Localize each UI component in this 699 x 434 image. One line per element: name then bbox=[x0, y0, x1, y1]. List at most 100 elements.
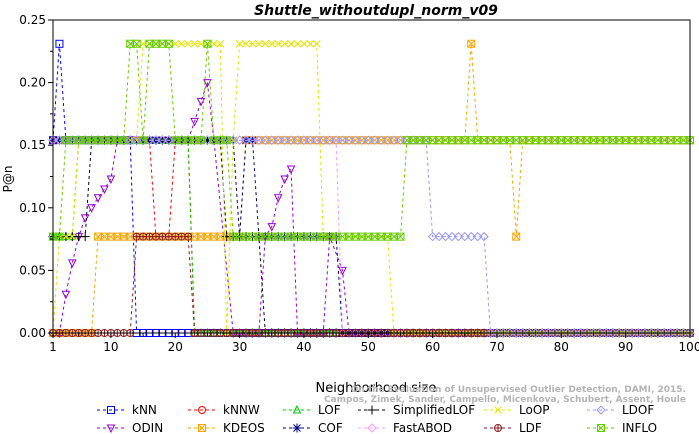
data-point-loop bbox=[287, 39, 295, 48]
data-point-ldof bbox=[498, 328, 509, 338]
data-point-ldof bbox=[479, 231, 489, 242]
data-point-inflo bbox=[395, 232, 406, 241]
legend-label: ODIN bbox=[132, 421, 163, 434]
legend-item-simplifiedlof: SimplifiedLOF bbox=[358, 403, 475, 417]
data-point-simplifiedlof bbox=[80, 232, 90, 242]
data-point-ldof bbox=[382, 135, 393, 145]
data-point-odin bbox=[93, 194, 103, 203]
data-point-ldof bbox=[273, 135, 283, 145]
legend-item-knn: kNN bbox=[97, 403, 157, 417]
legend-label: LDOF bbox=[622, 403, 654, 417]
y-tick-label: 0.20 bbox=[19, 76, 46, 90]
data-point-odin bbox=[273, 194, 283, 203]
y-tick-label: 0.10 bbox=[19, 201, 46, 215]
legend-item-ldof: LDOF bbox=[587, 403, 654, 417]
legend-item-fastabod: FastABOD bbox=[358, 421, 452, 434]
data-point-loop bbox=[197, 39, 205, 48]
series-line-knn bbox=[52, 43, 690, 334]
data-point-ldof bbox=[627, 328, 637, 338]
legend-item-odin: ODIN bbox=[97, 421, 163, 434]
data-point-ldof bbox=[286, 135, 296, 145]
data-point-kdeos bbox=[512, 232, 521, 241]
data-point-odin bbox=[196, 97, 206, 107]
data-point-ldof bbox=[247, 135, 258, 145]
x-tick-label: 50 bbox=[361, 340, 376, 354]
data-point-ldof bbox=[653, 328, 663, 338]
data-point-ldof bbox=[254, 135, 264, 145]
data-point-odin bbox=[203, 79, 212, 88]
legend-marker bbox=[198, 406, 206, 414]
legend-item-cof: COF bbox=[283, 421, 343, 434]
data-point-ldof bbox=[376, 135, 386, 145]
data-point-loop bbox=[171, 39, 180, 48]
data-point-loop bbox=[177, 39, 186, 48]
series-line-loop bbox=[52, 43, 690, 334]
legend-label: FastABOD bbox=[393, 421, 452, 434]
data-point-loop bbox=[235, 39, 244, 48]
data-point-odin bbox=[61, 290, 71, 300]
data-point-loop bbox=[267, 39, 276, 48]
data-point-inflo bbox=[202, 39, 213, 48]
x-tick-label: 10 bbox=[103, 340, 118, 354]
legend-label: KDEOS bbox=[223, 421, 265, 434]
data-point-ldof bbox=[530, 328, 541, 338]
legend-marker bbox=[494, 406, 502, 414]
data-point-inflo bbox=[54, 232, 65, 241]
data-point-ldf bbox=[184, 232, 193, 241]
legend-label: kNN bbox=[132, 403, 157, 417]
data-point-ldof bbox=[279, 135, 290, 145]
data-point-ldof bbox=[550, 328, 560, 338]
plot-frame bbox=[52, 19, 691, 334]
data-point-ldof bbox=[357, 135, 367, 145]
data-point-ldof bbox=[267, 135, 277, 145]
data-point-loop bbox=[184, 39, 192, 48]
data-point-loop bbox=[255, 39, 263, 48]
data-point-ldof bbox=[466, 231, 476, 242]
watermark-line-1: Campos, Zimek, Sander, Campello, Micenko… bbox=[324, 395, 686, 405]
y-tick-label: 0.05 bbox=[19, 263, 46, 277]
y-axis-label: P@n bbox=[1, 166, 15, 193]
data-point-ldof bbox=[292, 135, 303, 145]
data-point-ldof bbox=[601, 328, 612, 338]
legend-marker bbox=[106, 424, 116, 434]
legend-label: COF bbox=[318, 421, 343, 434]
x-tick-label: 70 bbox=[489, 340, 504, 354]
data-point-inflo bbox=[138, 136, 148, 145]
legend-label: LDF bbox=[519, 421, 542, 434]
data-point-loop bbox=[210, 39, 218, 48]
data-point-loop bbox=[242, 39, 250, 48]
data-point-odin bbox=[267, 223, 277, 232]
data-point-ldof bbox=[434, 231, 444, 242]
legend-label: kNNW bbox=[223, 403, 260, 417]
data-point-ldof bbox=[324, 135, 335, 145]
y-tick-label: 0.00 bbox=[19, 326, 46, 340]
data-point-loop bbox=[68, 232, 77, 241]
data-point-ldof bbox=[472, 231, 483, 242]
series-kdeos bbox=[49, 39, 694, 337]
data-point-ldof bbox=[575, 328, 586, 338]
data-point-ldof bbox=[665, 328, 676, 338]
legend-item-kdeos: KDEOS bbox=[188, 421, 265, 434]
data-point-loop bbox=[261, 39, 270, 48]
x-tick-label: 90 bbox=[618, 340, 633, 354]
data-point-loop bbox=[139, 39, 147, 48]
data-point-odin bbox=[87, 204, 96, 213]
data-point-ldof bbox=[370, 135, 380, 145]
data-point-inflo bbox=[196, 136, 206, 145]
data-point-loop bbox=[62, 232, 70, 241]
data-point-ldof bbox=[517, 328, 528, 338]
data-point-ldof bbox=[537, 328, 547, 338]
data-point-inflo bbox=[222, 136, 232, 145]
x-tick-label: 30 bbox=[232, 340, 247, 354]
data-point-loop bbox=[248, 39, 257, 48]
data-point-loop bbox=[274, 39, 283, 48]
y-tick-label: 0.25 bbox=[19, 13, 46, 27]
series-line-ldf bbox=[53, 236, 690, 334]
data-point-kdeos bbox=[467, 39, 476, 48]
data-point-ldof bbox=[511, 328, 521, 338]
plot-area bbox=[48, 39, 695, 339]
data-point-loop bbox=[280, 39, 289, 48]
legend-marker bbox=[292, 423, 302, 433]
data-point-odin bbox=[67, 259, 77, 269]
data-point-ldof bbox=[569, 328, 579, 338]
